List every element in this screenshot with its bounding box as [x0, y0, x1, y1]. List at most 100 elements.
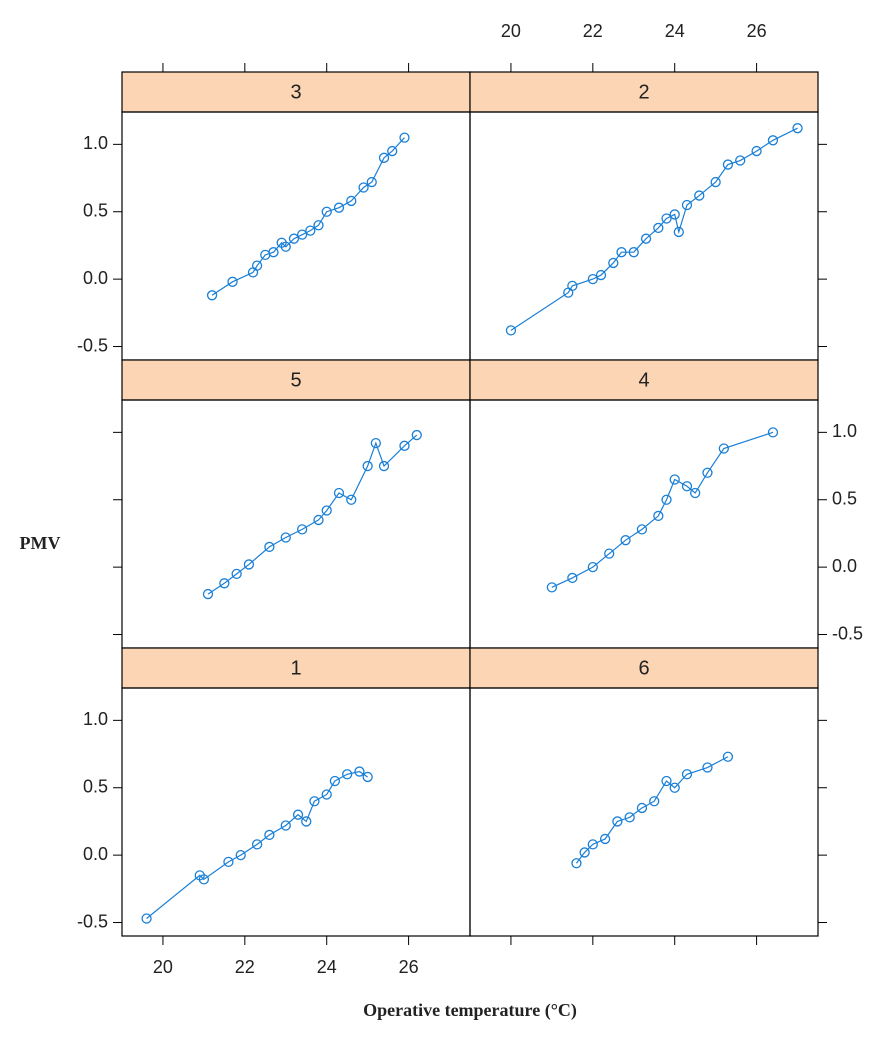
data-point [399, 440, 410, 451]
data-point [710, 176, 721, 188]
data-point [301, 816, 312, 827]
data-point [288, 233, 300, 244]
y-tick-label: 0.0 [832, 556, 857, 576]
data-point [202, 588, 214, 600]
data-point [604, 548, 615, 559]
data-point [669, 209, 680, 220]
data-point [505, 325, 517, 336]
data-point [767, 427, 779, 438]
data-point [694, 190, 705, 201]
y-tick-label: 0.0 [83, 268, 108, 288]
panel [121, 399, 471, 649]
data-point [792, 123, 803, 134]
x-tick-label: 20 [501, 21, 521, 41]
data-point [243, 559, 255, 570]
data-point [354, 766, 365, 777]
data-point [313, 514, 324, 526]
data-point [640, 233, 652, 244]
data-point [702, 762, 713, 773]
data-point [227, 276, 238, 287]
data-point [399, 132, 410, 143]
series-line [551, 431, 774, 588]
data-point [362, 460, 373, 472]
data-point [702, 467, 713, 478]
data-point [661, 775, 672, 787]
data-point [321, 505, 332, 516]
strip-title: 3 [290, 81, 301, 103]
data-point [296, 229, 308, 240]
data-point [587, 839, 598, 850]
x-tick-label: 24 [665, 21, 685, 41]
data-point [681, 481, 693, 492]
data-point [235, 849, 246, 861]
y-tick-label: -0.5 [77, 911, 108, 931]
data-point [612, 816, 623, 827]
x-tick-label: 22 [583, 21, 603, 41]
y-tick-label: 0.0 [83, 844, 108, 864]
data-point [636, 524, 648, 535]
data-point [620, 535, 631, 546]
data-point [296, 524, 308, 535]
data-point [280, 241, 291, 252]
data-point [264, 829, 275, 841]
y-tick-label: 1.0 [832, 421, 857, 441]
data-point [378, 460, 390, 472]
data-point [358, 182, 369, 193]
data-point [653, 222, 664, 234]
x-tick-label: 26 [399, 957, 419, 977]
data-point [673, 226, 684, 238]
strip [469, 71, 819, 113]
strip [121, 71, 471, 113]
panel [469, 687, 819, 937]
data-point [681, 769, 693, 780]
data-point [370, 437, 381, 449]
data-point [722, 751, 734, 762]
data-point [649, 796, 660, 807]
series-line [575, 756, 729, 864]
strip-title: 5 [290, 369, 301, 391]
x-tick-label: 20 [153, 957, 173, 977]
series-line [211, 137, 405, 296]
data-point [223, 856, 234, 868]
data-point [411, 429, 422, 441]
data-point [342, 769, 353, 780]
y-tick-label: 0.5 [83, 776, 108, 796]
y-tick-label: 1.0 [83, 133, 108, 153]
data-point [669, 782, 680, 793]
y-tick-label: -0.5 [832, 623, 863, 643]
y-tick-label: 0.5 [83, 200, 108, 220]
data-point [219, 578, 230, 589]
data-point [690, 487, 701, 499]
data-point [251, 260, 263, 271]
data-point [309, 796, 320, 807]
data-point [751, 145, 762, 157]
data-point [587, 561, 598, 573]
data-point [268, 247, 279, 258]
data-point [661, 213, 672, 224]
data-point [579, 847, 590, 858]
data-point [595, 269, 607, 281]
data-point [305, 225, 316, 236]
data-point [608, 257, 619, 269]
y-axis-label: PMV [20, 533, 61, 553]
data-point [231, 568, 242, 580]
data-point [722, 159, 734, 170]
panel [121, 687, 471, 937]
x-tick-label: 24 [317, 957, 337, 977]
data-point [333, 487, 345, 499]
y-tick-label: -0.5 [77, 335, 108, 355]
data-point [251, 839, 263, 850]
y-tick-label: 0.5 [832, 488, 857, 508]
data-point [329, 775, 341, 787]
data-point [362, 771, 373, 783]
panel [121, 111, 471, 361]
series-line [207, 434, 418, 595]
data-point [206, 290, 218, 301]
data-point [321, 206, 332, 217]
data-point [599, 833, 611, 845]
data-point [346, 494, 357, 505]
data-point [669, 474, 680, 485]
data-point [378, 152, 390, 163]
data-point [292, 809, 304, 820]
data-point [616, 247, 627, 258]
